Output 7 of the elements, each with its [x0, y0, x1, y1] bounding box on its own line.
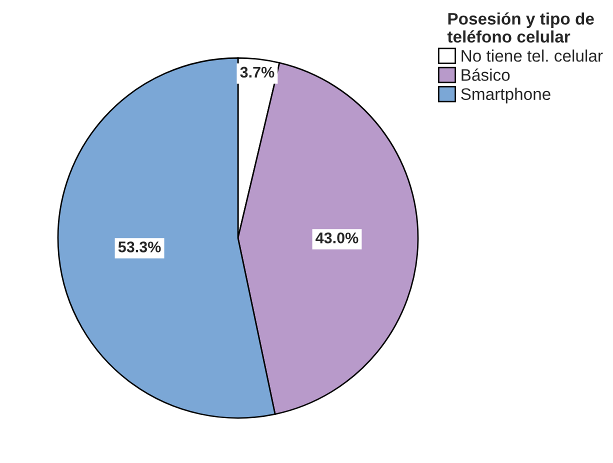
- data-label: 3.7%: [240, 66, 274, 78]
- data-label: 43.0%: [316, 232, 358, 244]
- legend-label: Básico: [462, 68, 510, 81]
- legend-label: Smartphone: [461, 88, 550, 104]
- data-label: 53.3%: [118, 242, 161, 252]
- legend-title: Posesión y tipo de teléfono celular: [447, 12, 594, 43]
- legend-label: No tiene tel. celular: [462, 50, 603, 62]
